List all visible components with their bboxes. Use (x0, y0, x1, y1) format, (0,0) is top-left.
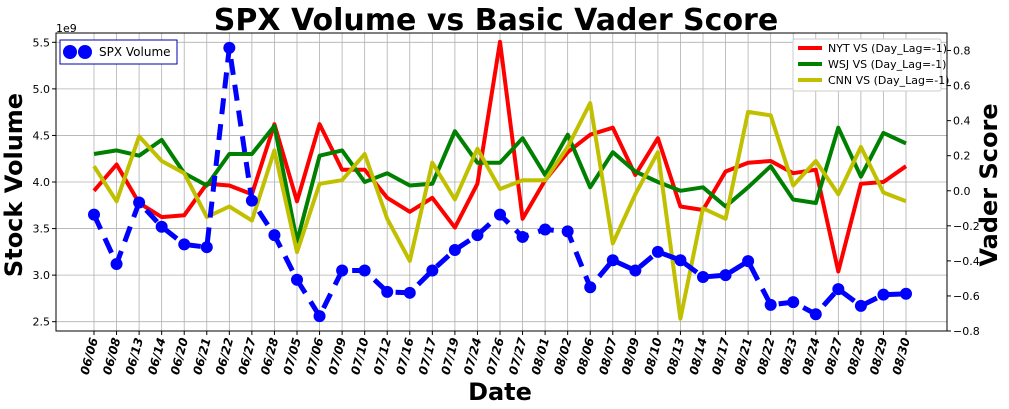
right-tick-label: 0.6 (953, 80, 971, 93)
left-tick-label: 4.0 (33, 176, 51, 189)
spx-volume-point (719, 269, 732, 282)
spx-volume-point (155, 220, 168, 233)
left-tick-label: 5.0 (33, 83, 51, 96)
legend-nyt-label: NYT VS (Day_Lag=-1) (828, 42, 947, 55)
left-tick-label: 4.5 (33, 129, 51, 142)
left-tick-label: 3.0 (33, 269, 51, 282)
spx-volume-point (223, 41, 236, 54)
spx-volume-point (516, 230, 529, 243)
spx-volume-point (651, 245, 664, 258)
left-axis-multiplier: 1e9 (56, 22, 77, 35)
spx-volume-point (764, 298, 777, 311)
spx-volume-point (561, 225, 574, 238)
spx-volume-point (381, 285, 394, 298)
spx-volume-point (900, 287, 912, 300)
series-markers (88, 41, 912, 323)
legend-spx-label: SPX Volume (99, 45, 171, 59)
spx-volume-point (674, 254, 687, 267)
spx-volume-point (854, 299, 867, 312)
series-line-wsj (93, 123, 907, 244)
spx-volume-point (178, 238, 191, 251)
spx-volume-point (877, 288, 890, 301)
spx-volume-point (471, 229, 484, 242)
legend-spx-marker-2 (78, 45, 92, 59)
legend-left: SPX Volume (59, 39, 178, 65)
spx-volume-point (742, 255, 755, 268)
spx-volume-point (245, 194, 258, 207)
spx-volume-point (336, 264, 349, 277)
spx-volume-point (629, 264, 642, 277)
left-tick-label: 2.5 (33, 316, 51, 329)
spx-volume-point (606, 254, 619, 267)
series-line-nyt (92, 39, 908, 274)
spx-volume-point (358, 264, 371, 277)
left-tick-label: 3.5 (33, 223, 51, 236)
spx-volume-point (494, 208, 506, 221)
spx-volume-point (133, 196, 146, 209)
right-tick-label: 0.8 (953, 45, 971, 58)
left-y-axis-label: Stock Volume (0, 93, 28, 277)
series-line-cnn (92, 101, 907, 321)
right-tick-label: −0.2 (953, 220, 980, 233)
legend-wsj-label: WSJ VS (Day_Lag=-1) (828, 58, 946, 71)
spx-volume-point (200, 241, 213, 254)
spx-volume-point (448, 243, 461, 256)
right-tick-label: 0.0 (953, 185, 971, 198)
right-tick-label: −0.8 (953, 325, 980, 338)
x-axis-label: Date (468, 378, 532, 406)
spx-volume-point (110, 257, 123, 270)
spx-volume-point (88, 208, 100, 221)
legend-cnn-label: CNN VS (Day_Lag=-1) (828, 74, 949, 87)
left-y-ticks: 2.5 3.0 3.5 4.0 4.5 5.0 5.5 (33, 36, 56, 329)
spx-volume-point (809, 308, 822, 321)
spx-volume-point (697, 270, 709, 283)
spx-volume-point (291, 273, 303, 286)
spx-volume-point (268, 229, 281, 242)
left-tick-label: 5.5 (33, 36, 51, 49)
x-ticks: 06/06 06/08 06/13 06/14 06/20 06/21 06/22 06/27… (78, 331, 913, 376)
spx-volume-point (539, 223, 552, 236)
right-tick-label: −0.4 (953, 255, 980, 268)
chart-title: SPX Volume vs Basic Vader Score (214, 3, 778, 38)
right-y-ticks: −0.8 −0.6 −0.4 −0.2 0.0 0.2 0.4 0.6 0.8 (947, 45, 980, 338)
spx-volume-point (584, 281, 597, 294)
legend-right-frame (792, 38, 942, 92)
spx-volume-point (426, 264, 439, 277)
right-y-axis-label: Vader Score (975, 103, 1003, 266)
legend-spx-marker-1 (63, 45, 77, 59)
legend-right: NYT VS (Day_Lag=-1) WSJ VS (Day_Lag=-1) … (792, 38, 949, 92)
right-tick-label: −0.6 (953, 290, 980, 303)
spx-volume-point (787, 296, 800, 309)
spx-volume-point (313, 310, 326, 323)
right-tick-label: 0.4 (953, 115, 971, 128)
right-tick-label: 0.2 (953, 150, 971, 163)
spx-volume-point (403, 286, 416, 299)
spx-volume-point (832, 283, 845, 296)
